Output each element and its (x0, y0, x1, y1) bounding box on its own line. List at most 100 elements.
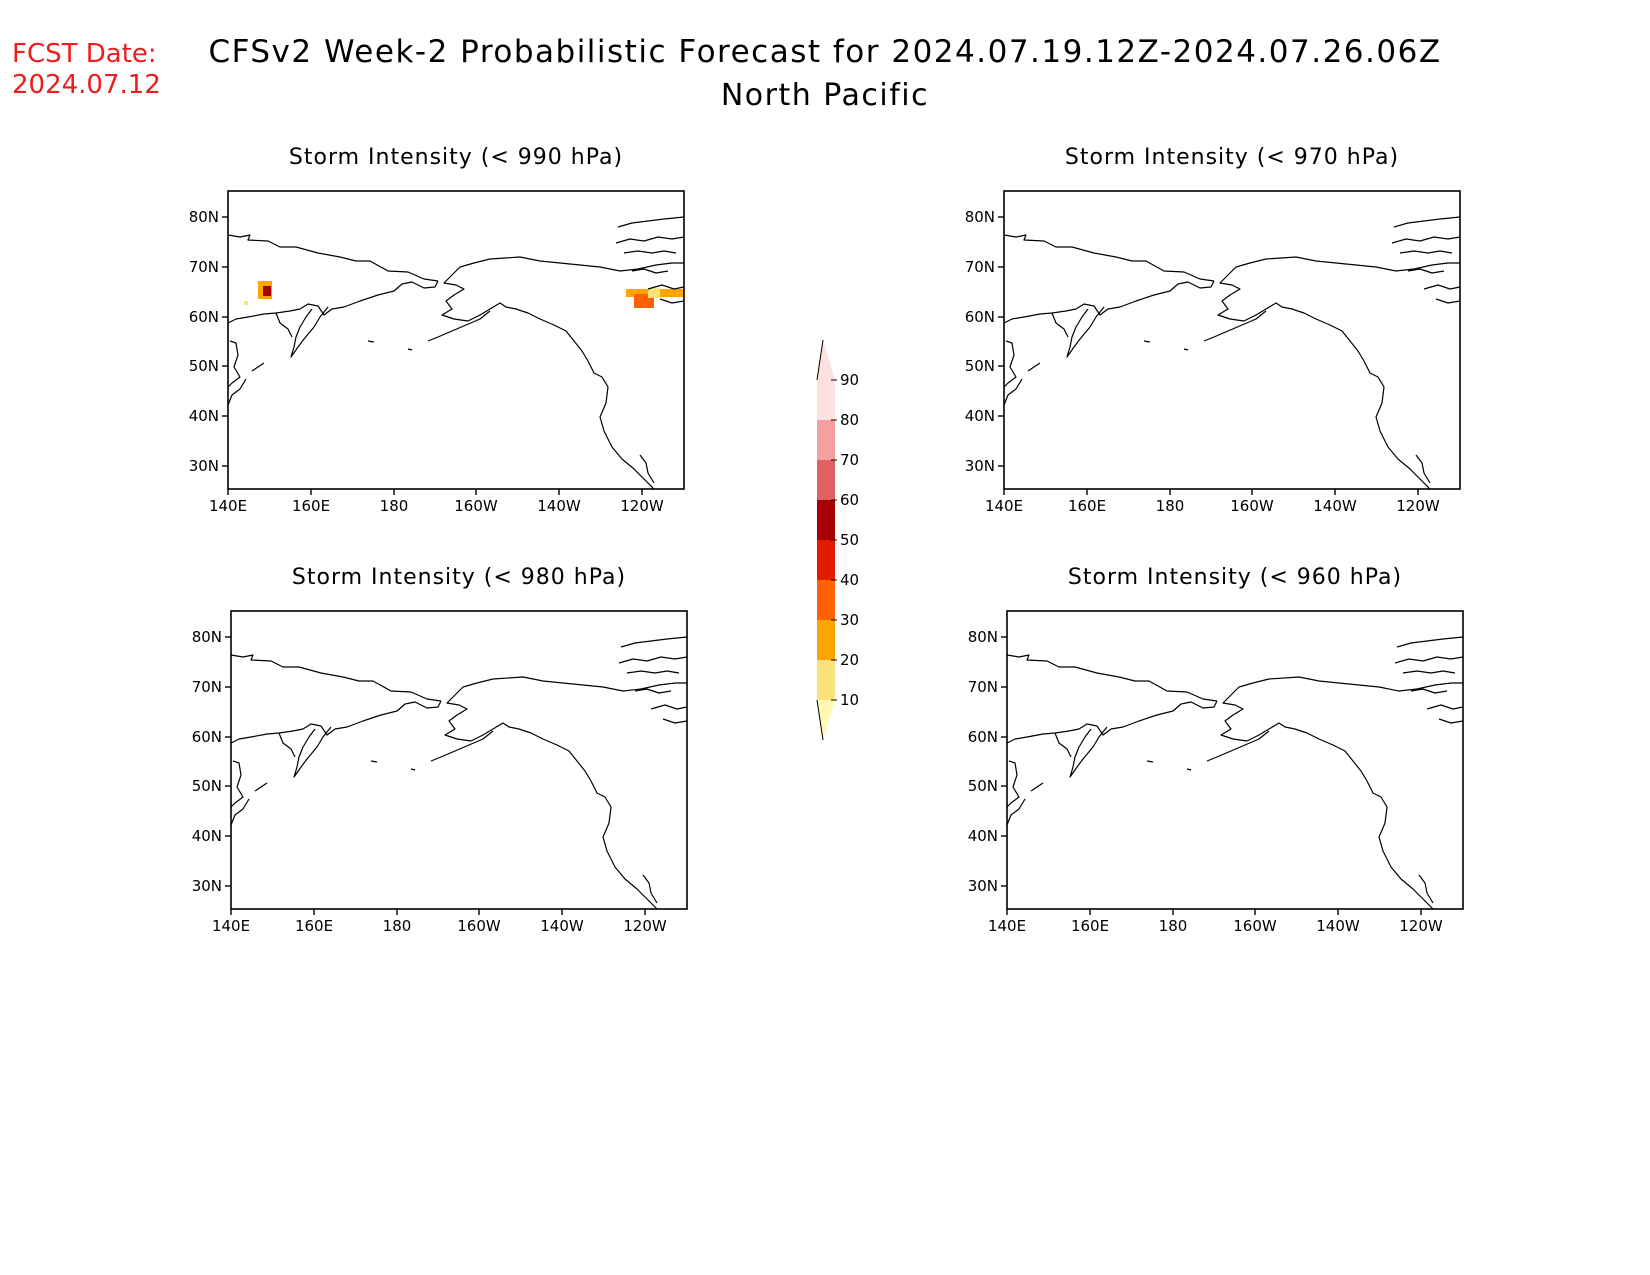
lon-label: 160W (1233, 917, 1277, 935)
colorbar-band (817, 620, 835, 660)
colorbar-label: 70 (840, 451, 859, 469)
coastline (1143, 340, 1151, 343)
coastline (1228, 676, 1463, 698)
coastline (1426, 704, 1464, 710)
coastline (444, 696, 472, 742)
coastline (1051, 312, 1069, 338)
lat-label: 60N (965, 308, 995, 326)
coastline (642, 874, 658, 904)
colorbar-band (817, 500, 835, 540)
lat-label: 70N (192, 678, 222, 696)
coastline (1003, 234, 1215, 282)
panel-970-hpa: Storm Intensity (< 970 hPa) 80N 70N 60N 50N 4… (965, 145, 1461, 515)
coastline (230, 700, 442, 744)
panel-990-hpa: Storm Intensity (< 990 hPa) 80N 70N 60N 50N 4… (189, 145, 685, 515)
map-frame (230, 610, 688, 910)
coastline (1006, 760, 1020, 808)
coastline (631, 268, 669, 274)
figure-title: CFSv2 Week-2 Probabilistic Forecast for … (208, 34, 1441, 70)
coastline (1003, 340, 1017, 388)
coastline (290, 306, 329, 358)
coastline (647, 284, 685, 290)
map-frame (1003, 190, 1461, 490)
coastline (370, 760, 378, 763)
coastline (278, 732, 296, 758)
coastline (615, 236, 685, 244)
panel-title: Storm Intensity (< 980 hPa) (292, 565, 626, 590)
coastline (1394, 656, 1464, 664)
lat-label: 60N (192, 728, 222, 746)
lon-label: 120W (1399, 917, 1443, 935)
lat-label: 40N (192, 827, 222, 845)
colorbar-band (817, 460, 835, 500)
fcst-date-value: 2024.07.12 (12, 70, 161, 100)
coastline (1225, 256, 1460, 278)
panel-title: Storm Intensity (< 990 hPa) (289, 145, 623, 170)
probability-shade (648, 288, 660, 298)
colorbar-label: 50 (840, 531, 859, 549)
coastline (1054, 732, 1072, 758)
lon-label: 180 (1159, 917, 1188, 935)
panel-title: Storm Intensity (< 960 hPa) (1068, 565, 1402, 590)
coastline (1438, 718, 1464, 724)
lat-label: 40N (965, 407, 995, 425)
probability-colorbar: 10 20 30 40 50 60 70 80 90 (816, 339, 859, 741)
lon-label: 140W (537, 497, 581, 515)
lon-label: 120W (623, 917, 667, 935)
coastline (650, 704, 688, 710)
coastline (227, 340, 241, 388)
coastline (1217, 276, 1245, 322)
lon-label: 160E (1068, 497, 1106, 515)
coastline (620, 636, 688, 648)
lat-label: 70N (968, 678, 998, 696)
lat-label: 60N (968, 728, 998, 746)
lat-label: 40N (968, 827, 998, 845)
colorbar-top-edge (816, 339, 824, 381)
lon-label: 140E (985, 497, 1023, 515)
map-frame (1006, 610, 1464, 910)
coastline (1418, 874, 1434, 904)
lat-label: 30N (189, 457, 219, 475)
coastline (1006, 798, 1026, 826)
coastline (1391, 236, 1461, 244)
coastline (467, 302, 589, 362)
probability-shade (244, 301, 248, 305)
coastline (587, 360, 655, 490)
coastline (1220, 696, 1248, 742)
colorbar-band (817, 540, 835, 580)
coastline (1415, 454, 1431, 484)
coastline (1003, 378, 1023, 406)
lon-label: 160W (454, 497, 498, 515)
coastline (254, 782, 268, 792)
coastline (1006, 654, 1218, 702)
coastline (410, 768, 416, 771)
lon-label: 160W (1230, 497, 1274, 515)
coastline (1399, 250, 1453, 254)
coastline (251, 362, 265, 372)
coastline (1366, 780, 1434, 910)
lat-label: 70N (965, 258, 995, 276)
coastline (623, 250, 677, 254)
colorbar-band (817, 580, 835, 620)
fcst-date-label: FCST Date: (12, 39, 157, 69)
lat-label: 80N (968, 628, 998, 646)
coastline (659, 298, 685, 304)
lat-label: 70N (189, 258, 219, 276)
lat-label: 30N (965, 457, 995, 475)
lat-label: 30N (968, 877, 998, 895)
coastline (452, 676, 687, 698)
coastline (227, 378, 247, 406)
region-title: North Pacific (721, 78, 929, 113)
colorbar-label: 20 (840, 651, 859, 669)
coastline (1402, 670, 1456, 674)
colorbar-label: 60 (840, 491, 859, 509)
panel-title: Storm Intensity (< 970 hPa) (1065, 145, 1399, 170)
coastline (227, 280, 439, 324)
coastline (1030, 782, 1044, 792)
lat-label: 80N (189, 208, 219, 226)
coastline (230, 760, 244, 808)
coastline (1146, 760, 1154, 763)
lon-label: 140W (540, 917, 584, 935)
coastline (1435, 298, 1461, 304)
